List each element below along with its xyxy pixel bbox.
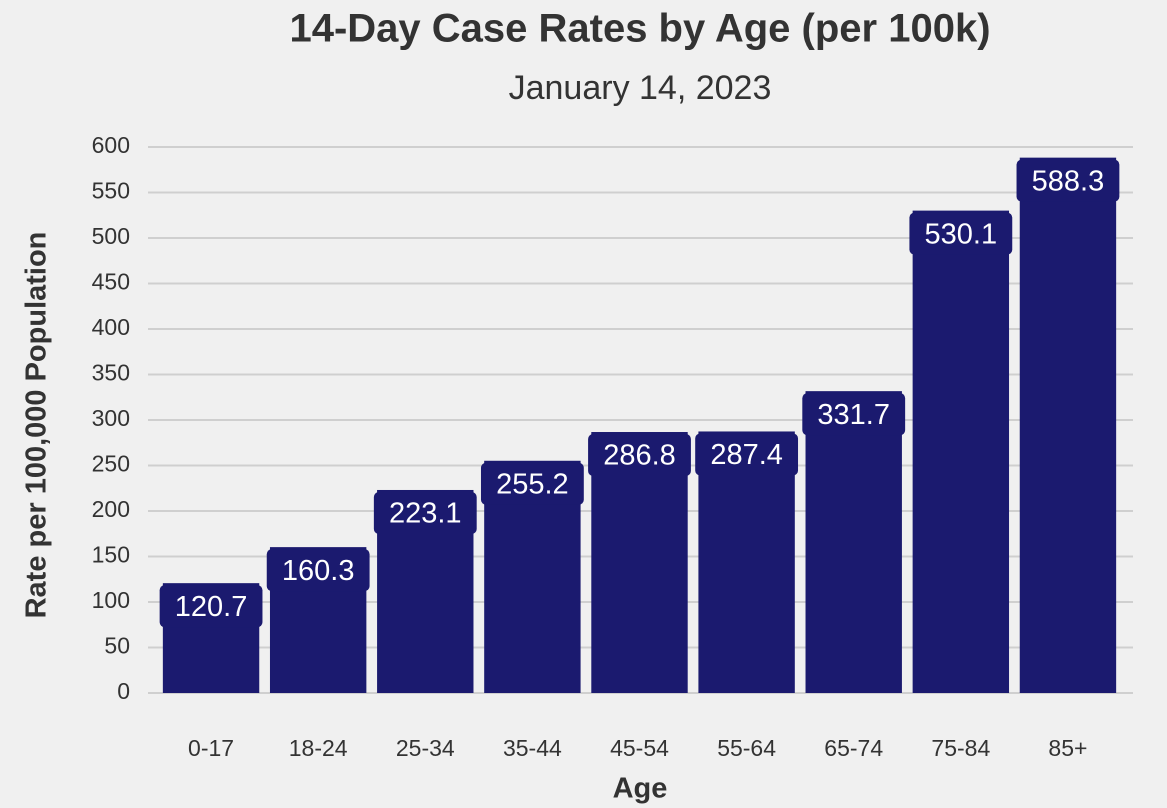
x-tick-label: 75-84 <box>931 735 990 761</box>
value-label: 255.2 <box>496 468 569 500</box>
x-tick-label: 85+ <box>1048 735 1087 761</box>
y-tick-label: 400 <box>92 314 130 340</box>
x-axis-label: Age <box>613 773 668 805</box>
value-label: 286.8 <box>603 440 676 472</box>
y-tick-label: 550 <box>92 178 130 204</box>
value-label-box <box>588 434 691 477</box>
y-axis-label: Rate per 100,000 Population <box>21 232 53 619</box>
value-label-box <box>909 212 1013 255</box>
y-tick-label: 0 <box>117 678 130 704</box>
value-label-box <box>695 433 799 476</box>
value-label: 223.1 <box>389 498 462 530</box>
chart-subtitle: January 14, 2023 <box>509 69 772 107</box>
value-label-box <box>266 549 370 592</box>
y-tick-label: 300 <box>92 405 130 431</box>
value-label: 120.7 <box>175 591 248 623</box>
value-label: 160.3 <box>282 555 355 587</box>
bar <box>1019 157 1117 694</box>
bar <box>912 210 1010 693</box>
value-label: 287.4 <box>710 439 783 471</box>
value-label-box <box>159 585 263 628</box>
x-tick-label: 18-24 <box>289 735 348 761</box>
y-tick-label: 250 <box>92 451 130 477</box>
x-tick-label: 35-44 <box>503 735 562 761</box>
x-tick-label: 25-34 <box>396 735 455 761</box>
chart-title: 14-Day Case Rates by Age (per 100k) <box>289 7 990 51</box>
value-label-box <box>373 491 477 534</box>
value-label-box <box>480 462 584 505</box>
y-tick-label: 500 <box>92 223 130 249</box>
x-tick-label: 55-64 <box>717 735 776 761</box>
value-label: 331.7 <box>817 399 890 431</box>
y-tick-label: 100 <box>92 587 130 613</box>
x-tick-label: 65-74 <box>824 735 883 761</box>
value-label-box <box>802 393 906 436</box>
y-tick-label: 350 <box>92 360 130 386</box>
value-label: 530.1 <box>925 218 998 250</box>
bar <box>805 391 902 693</box>
y-tick-label: 200 <box>92 496 130 522</box>
value-label-box <box>1016 159 1120 202</box>
x-tick-label: 0-17 <box>188 735 234 761</box>
y-tick-label: 50 <box>104 633 130 659</box>
y-tick-label: 450 <box>92 269 130 295</box>
y-tick-label: 150 <box>92 542 130 568</box>
x-tick-label: 45-54 <box>610 735 669 761</box>
y-tick-label: 600 <box>92 132 130 158</box>
value-label: 588.3 <box>1032 165 1105 197</box>
